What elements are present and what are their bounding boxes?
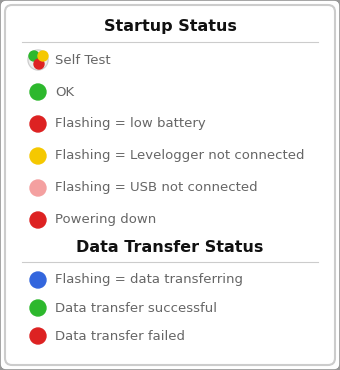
Text: Startup Status: Startup Status — [104, 20, 236, 34]
Circle shape — [30, 180, 46, 196]
Circle shape — [30, 116, 46, 132]
Text: Self Test: Self Test — [55, 54, 110, 67]
Circle shape — [30, 84, 46, 100]
Text: Flashing = Levelogger not connected: Flashing = Levelogger not connected — [55, 149, 305, 162]
Text: Flashing = data transferring: Flashing = data transferring — [55, 273, 243, 286]
Circle shape — [29, 51, 39, 61]
FancyBboxPatch shape — [5, 5, 335, 365]
Circle shape — [30, 212, 46, 228]
Text: OK: OK — [55, 85, 74, 98]
Text: Data transfer successful: Data transfer successful — [55, 302, 217, 314]
Circle shape — [30, 328, 46, 344]
Circle shape — [30, 272, 46, 288]
Text: Flashing = USB not connected: Flashing = USB not connected — [55, 182, 258, 195]
Circle shape — [28, 50, 48, 70]
Circle shape — [30, 300, 46, 316]
Circle shape — [34, 59, 44, 69]
Circle shape — [30, 148, 46, 164]
Text: Flashing = low battery: Flashing = low battery — [55, 118, 206, 131]
Text: Powering down: Powering down — [55, 213, 156, 226]
Circle shape — [38, 51, 48, 61]
Text: Data transfer failed: Data transfer failed — [55, 330, 185, 343]
Text: Data Transfer Status: Data Transfer Status — [76, 240, 264, 256]
